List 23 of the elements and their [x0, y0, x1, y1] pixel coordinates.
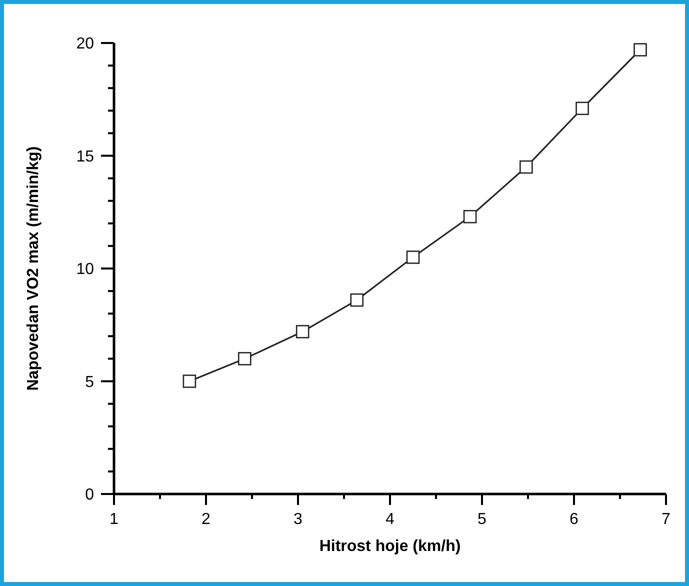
y-tick-label: 0 — [85, 486, 94, 504]
x-tick-label: 4 — [386, 511, 395, 528]
point — [182, 374, 196, 388]
point — [520, 160, 533, 174]
point — [350, 293, 364, 307]
x-tick-label: 3 — [294, 511, 303, 528]
x-tick-label: 5 — [478, 511, 487, 528]
point — [576, 102, 589, 116]
x-tick-label: 6 — [570, 511, 579, 528]
x-axis-title: Hitrost hoje (km/h) — [319, 538, 461, 555]
point — [406, 250, 420, 264]
y-tick-label: 15 — [76, 148, 94, 166]
x-tick-label: 7 — [662, 511, 671, 528]
x-tick-label: 1 — [110, 511, 119, 528]
point — [463, 210, 477, 224]
x-tick-label: 2 — [202, 511, 211, 528]
y-axis-title: Napovedan VO2 max (m/min/kg) — [25, 146, 42, 391]
point — [238, 352, 252, 366]
y-tick-label: 20 — [76, 36, 94, 53]
y-tick-label: 5 — [85, 374, 94, 391]
y-tick-label: 10 — [76, 261, 94, 278]
point — [296, 324, 310, 338]
point — [634, 43, 647, 56]
